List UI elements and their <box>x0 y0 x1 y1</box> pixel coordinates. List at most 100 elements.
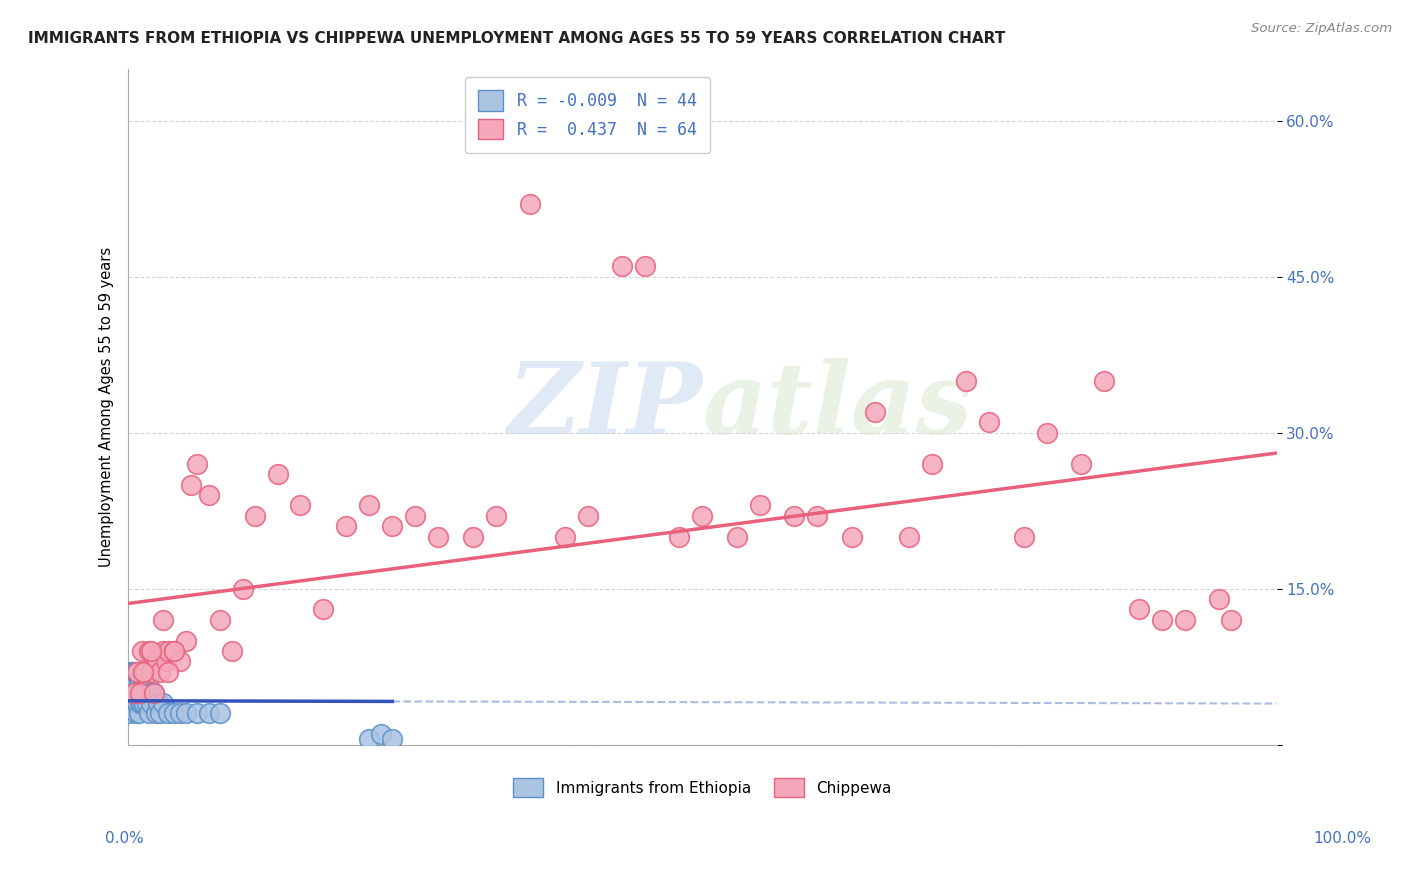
Point <box>131 696 153 710</box>
Point <box>127 696 149 710</box>
Point <box>138 644 160 658</box>
Point <box>145 706 167 721</box>
Point <box>141 644 163 658</box>
Point <box>1128 602 1150 616</box>
Point <box>124 665 146 679</box>
Point <box>174 706 197 721</box>
Point <box>381 519 404 533</box>
Text: ZIP: ZIP <box>508 359 703 455</box>
Point <box>125 706 148 721</box>
Point <box>163 644 186 658</box>
Point <box>404 508 426 523</box>
Point <box>124 685 146 699</box>
Point <box>335 519 357 533</box>
Point <box>132 665 155 679</box>
Point <box>519 196 541 211</box>
Point <box>427 530 450 544</box>
Point <box>1070 457 1092 471</box>
Point <box>197 488 219 502</box>
Point <box>290 499 312 513</box>
Point <box>1150 613 1173 627</box>
Text: 100.0%: 100.0% <box>1313 831 1371 846</box>
Point <box>485 508 508 523</box>
Point <box>152 613 174 627</box>
Point <box>169 654 191 668</box>
Point <box>1219 613 1241 627</box>
Point <box>136 675 159 690</box>
Y-axis label: Unemployment Among Ages 55 to 59 years: Unemployment Among Ages 55 to 59 years <box>100 246 114 566</box>
Point <box>610 259 633 273</box>
Point <box>634 259 657 273</box>
Point <box>806 508 828 523</box>
Point <box>748 499 770 513</box>
Text: IMMIGRANTS FROM ETHIOPIA VS CHIPPEWA UNEMPLOYMENT AMONG AGES 55 TO 59 YEARS CORR: IMMIGRANTS FROM ETHIOPIA VS CHIPPEWA UNE… <box>28 31 1005 46</box>
Legend: Immigrants from Ethiopia, Chippewa: Immigrants from Ethiopia, Chippewa <box>505 771 900 805</box>
Point <box>692 508 714 523</box>
Text: 0.0%: 0.0% <box>105 831 145 846</box>
Point <box>128 675 150 690</box>
Point <box>197 706 219 721</box>
Point <box>461 530 484 544</box>
Point <box>157 665 180 679</box>
Point <box>209 706 232 721</box>
Point <box>122 696 145 710</box>
Point <box>163 644 186 658</box>
Point <box>138 706 160 721</box>
Point <box>725 530 748 544</box>
Point <box>1012 530 1035 544</box>
Point <box>232 582 254 596</box>
Point <box>134 696 156 710</box>
Point <box>359 732 381 747</box>
Point <box>266 467 288 482</box>
Point <box>576 508 599 523</box>
Point <box>128 675 150 690</box>
Point <box>155 654 177 668</box>
Point <box>131 644 153 658</box>
Point <box>898 530 921 544</box>
Point <box>921 457 943 471</box>
Point <box>135 696 157 710</box>
Point <box>163 706 186 721</box>
Point <box>118 706 141 721</box>
Point <box>146 654 169 668</box>
Point <box>129 685 152 699</box>
Point <box>955 374 977 388</box>
Point <box>121 685 143 699</box>
Point <box>128 696 150 710</box>
Point <box>134 685 156 699</box>
Point <box>120 665 142 679</box>
Point <box>180 477 202 491</box>
Point <box>142 685 165 699</box>
Point <box>979 415 1001 429</box>
Point <box>128 706 150 721</box>
Point <box>554 530 576 544</box>
Point <box>142 685 165 699</box>
Point <box>122 685 145 699</box>
Point <box>146 696 169 710</box>
Point <box>125 685 148 699</box>
Point <box>209 613 232 627</box>
Point <box>121 665 143 679</box>
Point <box>157 706 180 721</box>
Point <box>120 685 142 699</box>
Point <box>186 457 208 471</box>
Point <box>121 675 143 690</box>
Point <box>152 696 174 710</box>
Point <box>152 644 174 658</box>
Point <box>122 675 145 690</box>
Point <box>141 665 163 679</box>
Point <box>1092 374 1115 388</box>
Point <box>370 727 392 741</box>
Point <box>312 602 335 616</box>
Text: atlas: atlas <box>703 359 973 455</box>
Point <box>381 732 404 747</box>
Point <box>174 633 197 648</box>
Point <box>359 499 381 513</box>
Point <box>128 685 150 699</box>
Point <box>157 644 180 658</box>
Point <box>149 665 172 679</box>
Point <box>783 508 806 523</box>
Point <box>121 696 143 710</box>
Point <box>132 675 155 690</box>
Point <box>134 665 156 679</box>
